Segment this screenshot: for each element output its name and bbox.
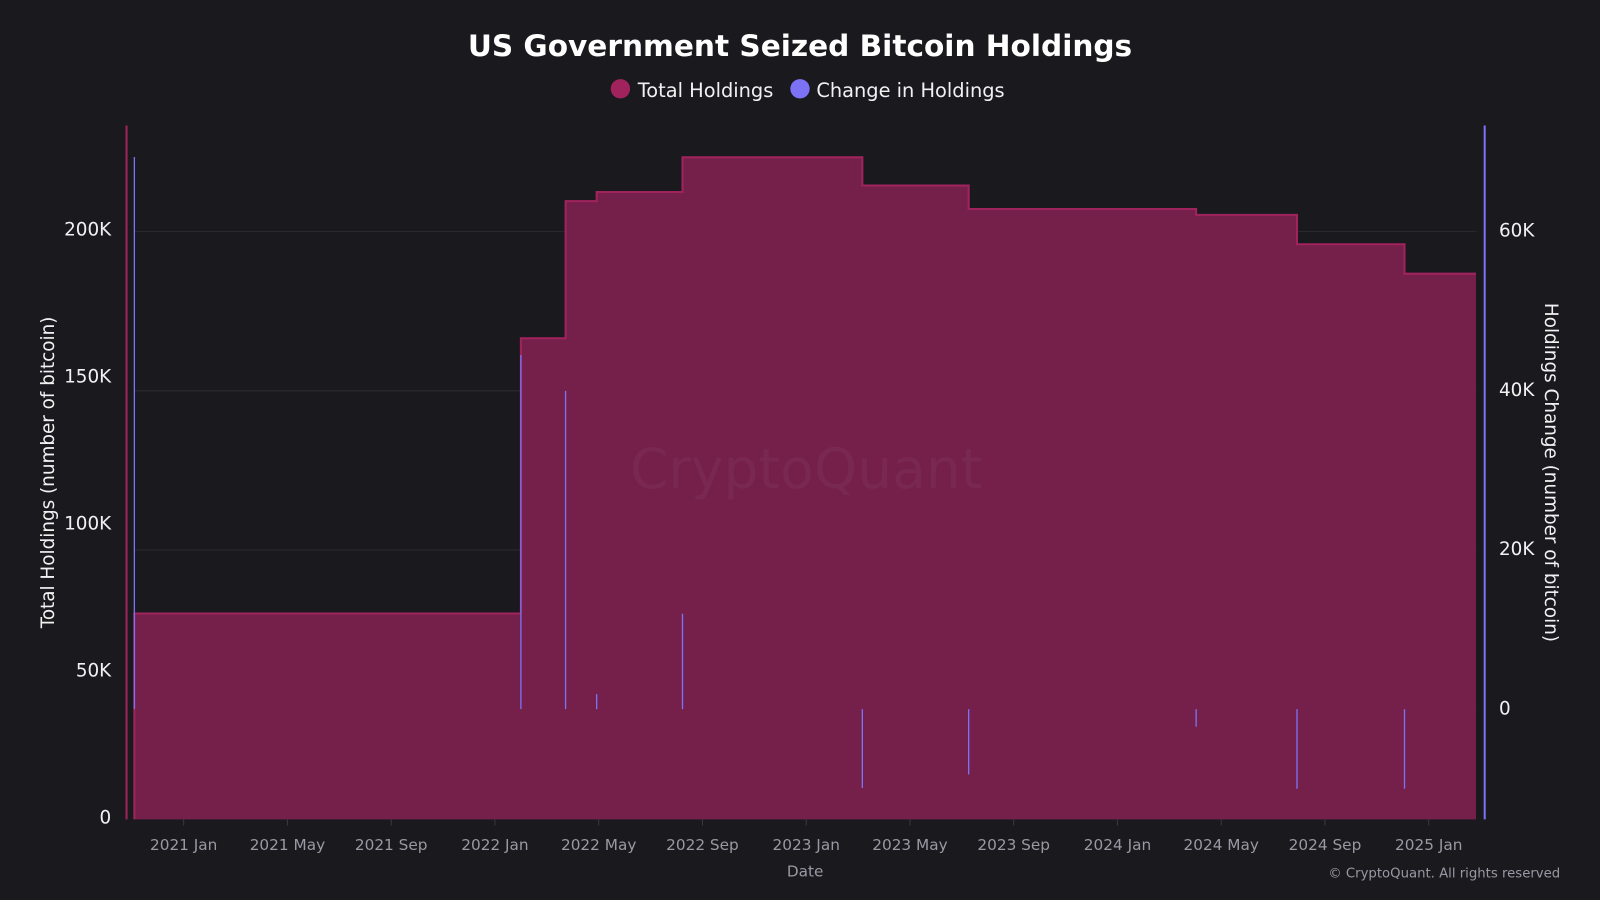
left-y-tick-label: 50K <box>76 661 112 682</box>
left-y-tick-label: 200K <box>64 220 112 241</box>
chart-title: US Government Seized Bitcoin Holdings <box>468 29 1132 63</box>
x-axis: 2021 Jan 2021 May 2021 Sep 2022 Jan 2022 May… <box>150 819 1462 854</box>
right-y-tick-label: 0 <box>1499 698 1511 719</box>
x-tick-label: 2022 Jan <box>461 836 528 854</box>
watermark: CryptoQuant <box>630 437 983 501</box>
legend-label-total-holdings: Total Holdings <box>637 79 774 102</box>
left-y-tick-label: 0 <box>100 807 112 828</box>
x-tick-label: 2024 Sep <box>1289 836 1362 854</box>
legend-label-change-in-holdings: Change in Holdings <box>816 79 1004 102</box>
right-y-tick-label: 60K <box>1499 221 1535 242</box>
x-tick-label: 2021 May <box>250 836 325 854</box>
legend-item-change-in-holdings[interactable]: Change in Holdings <box>790 79 1005 102</box>
left-y-axis: 0 50K 100K 150K 200K <box>64 220 112 829</box>
x-tick-label: 2024 May <box>1184 836 1259 854</box>
holdings-line <box>133 156 1476 820</box>
x-tick-label: 2022 May <box>561 836 636 854</box>
x-tick-label: 2021 Jan <box>150 836 217 854</box>
x-tick-label: 2023 May <box>872 836 947 854</box>
left-y-tick-label: 100K <box>64 514 112 535</box>
holdings-area <box>133 156 1477 820</box>
legend-swatch-total-holdings <box>610 79 631 99</box>
change-bars <box>133 157 1406 789</box>
right-axis-title: Holdings Change (number of bitcoin) <box>1540 303 1561 642</box>
legend: Total Holdings Change in Holdings <box>610 79 1005 102</box>
x-tick-label: 2025 Jan <box>1395 836 1462 854</box>
x-axis-title: Date <box>787 863 824 881</box>
holdings-area-fill <box>134 157 1477 820</box>
legend-swatch-change-in-holdings <box>790 79 810 99</box>
left-axis-title: Total Holdings (number of bitcoin) <box>38 317 59 630</box>
right-y-tick-label: 20K <box>1499 539 1535 560</box>
legend-item-total-holdings[interactable]: Total Holdings <box>610 79 774 102</box>
right-y-tick-label: 40K <box>1499 380 1535 401</box>
x-tick-label: 2024 Jan <box>1084 836 1151 854</box>
x-tick-label: 2021 Sep <box>355 836 428 854</box>
x-tick-label: 2023 Jan <box>773 836 840 854</box>
left-y-tick-label: 150K <box>64 367 112 388</box>
right-y-axis: 0 20K 40K 60K <box>1499 221 1535 720</box>
x-tick-label: 2022 Sep <box>666 836 739 854</box>
x-tick-label: 2023 Sep <box>977 836 1050 854</box>
copyright: © CryptoQuant. All rights reserved <box>1328 867 1560 882</box>
